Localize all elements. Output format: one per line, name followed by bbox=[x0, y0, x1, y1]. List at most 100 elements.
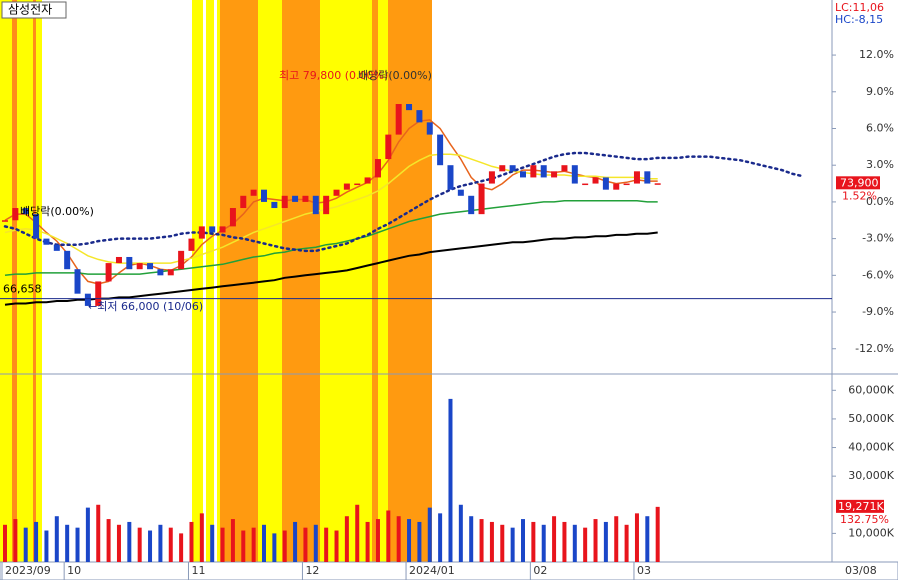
volume-bar bbox=[458, 504, 463, 562]
candle bbox=[571, 165, 578, 184]
volume-bar bbox=[645, 516, 650, 562]
candle bbox=[561, 165, 568, 172]
volume-bar bbox=[189, 521, 194, 562]
x-tick-label: 2023/09 bbox=[5, 564, 51, 577]
candle bbox=[551, 171, 558, 178]
volume-bar bbox=[65, 524, 70, 562]
reference-label: 66,658 bbox=[3, 283, 42, 296]
title-box bbox=[1, 1, 67, 19]
candle bbox=[43, 238, 50, 245]
volume-bar bbox=[386, 510, 391, 562]
candle bbox=[530, 165, 537, 178]
volume-bar bbox=[583, 527, 588, 562]
volume-bar bbox=[54, 516, 59, 562]
candle bbox=[147, 263, 154, 270]
volume-bar bbox=[34, 521, 39, 562]
candle bbox=[540, 165, 547, 178]
volume-bar bbox=[199, 513, 204, 562]
volume-bar bbox=[85, 507, 90, 562]
volume-bar bbox=[427, 507, 432, 562]
candle bbox=[395, 104, 402, 135]
y-tick-label: 3.0% bbox=[866, 158, 894, 171]
volume-bar bbox=[210, 524, 215, 562]
candle bbox=[188, 238, 195, 251]
candle bbox=[271, 201, 278, 209]
ma-line bbox=[4, 119, 658, 285]
volume-bar bbox=[552, 516, 557, 562]
volume-bar bbox=[241, 530, 246, 562]
candle bbox=[12, 208, 19, 221]
candle bbox=[582, 183, 589, 186]
volume-bar bbox=[438, 513, 443, 562]
volume-bar bbox=[251, 527, 256, 562]
volume-bar bbox=[282, 530, 287, 562]
candle bbox=[178, 250, 185, 270]
y-tick-label: 0.0% bbox=[866, 195, 894, 208]
x-tick-label: 03 bbox=[637, 564, 651, 577]
volume-bar bbox=[417, 521, 422, 562]
volume-bar bbox=[634, 513, 639, 562]
candle bbox=[520, 171, 526, 178]
x-tick-label: 12 bbox=[305, 564, 319, 577]
y-tick-label: 9.0% bbox=[866, 85, 894, 98]
price-badge-label: 73,900 bbox=[840, 176, 879, 189]
change-label: 1.52% bbox=[842, 189, 877, 202]
low-annotation: ←최저 66,000 (10/06) bbox=[88, 300, 203, 313]
volume-bar bbox=[106, 519, 111, 562]
volume-bar bbox=[313, 524, 318, 562]
ma-line bbox=[4, 231, 658, 306]
x-tick-label: 2024/01 bbox=[409, 564, 455, 577]
candle bbox=[478, 183, 485, 215]
dividend-annotation: 배당락(0.00%) bbox=[358, 69, 432, 82]
volume-bar bbox=[262, 524, 266, 562]
high-annotation: 최고 79,800 (0.00%) bbox=[279, 69, 388, 82]
candle bbox=[457, 189, 464, 196]
candle bbox=[136, 263, 143, 270]
x-tick-label: 03/08 bbox=[845, 564, 877, 577]
ma-line bbox=[4, 199, 658, 277]
volume-bar bbox=[137, 527, 142, 562]
candle bbox=[126, 256, 133, 270]
y-tick-label: 40,000K bbox=[848, 441, 894, 454]
volume-bar bbox=[469, 516, 474, 562]
volume-bar bbox=[355, 504, 360, 562]
candle bbox=[343, 183, 350, 190]
candle bbox=[219, 226, 226, 233]
volume-bar bbox=[614, 516, 619, 562]
volume-bar bbox=[624, 524, 629, 562]
plot bbox=[2, 104, 804, 562]
volume-bar bbox=[334, 530, 339, 562]
volume-bar bbox=[479, 519, 484, 562]
candle bbox=[406, 104, 413, 111]
volume-bar bbox=[23, 527, 28, 562]
signal-bands bbox=[0, 0, 432, 562]
volume-bar bbox=[500, 524, 505, 562]
y-tick-label: -9.0% bbox=[862, 305, 894, 318]
x-tick-label: 11 bbox=[191, 564, 205, 577]
volume-bar bbox=[272, 533, 277, 562]
candle bbox=[292, 195, 299, 202]
volume-bar bbox=[303, 527, 308, 562]
candle bbox=[209, 226, 216, 233]
volume-ratio-label: 132.75% bbox=[840, 513, 889, 526]
candle bbox=[437, 134, 444, 166]
candle bbox=[416, 110, 423, 123]
candle bbox=[240, 195, 247, 209]
dividend-annotation: 배당락(0.00%) bbox=[20, 205, 94, 218]
volume-bar bbox=[572, 524, 577, 562]
candle bbox=[385, 134, 392, 160]
y-tick-label: 30,000K bbox=[848, 469, 894, 482]
ma-line bbox=[3, 151, 804, 253]
volume-badge bbox=[836, 499, 884, 513]
volume-bar bbox=[655, 506, 660, 562]
volume-bar bbox=[96, 504, 101, 562]
candle bbox=[426, 122, 433, 135]
volume-bar bbox=[44, 530, 49, 562]
volume-bar bbox=[148, 530, 153, 562]
candle bbox=[22, 208, 29, 215]
volume-bar bbox=[168, 527, 173, 562]
volume-bar bbox=[531, 521, 536, 562]
volume-bar bbox=[541, 524, 546, 562]
candle bbox=[53, 244, 60, 251]
volume-bar bbox=[448, 398, 453, 562]
